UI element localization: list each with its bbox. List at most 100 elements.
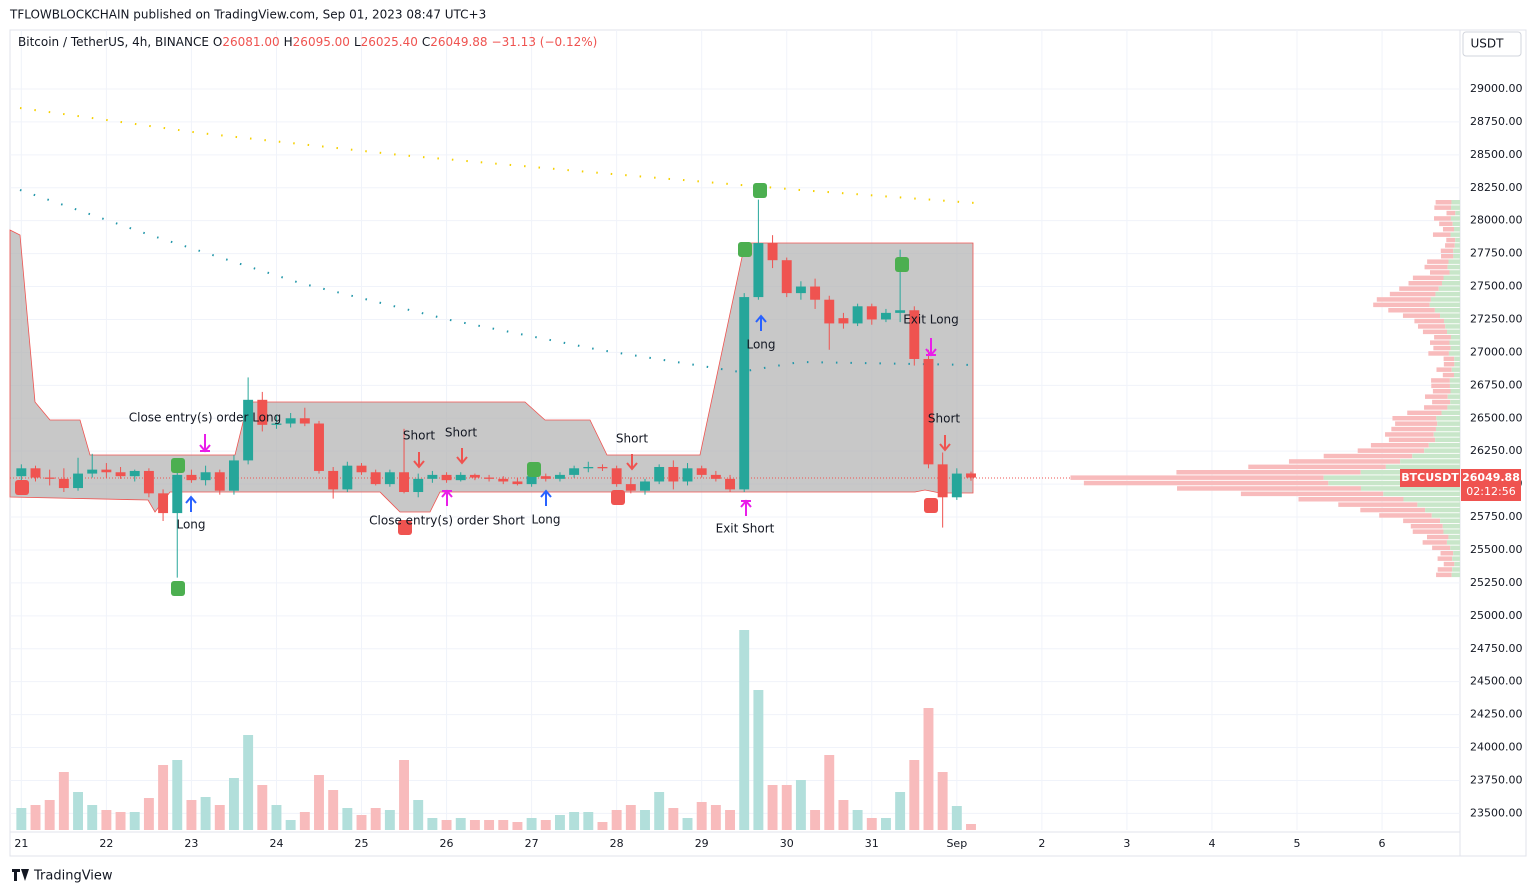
- price-tag-label: 26049.88: [1462, 471, 1520, 484]
- profile-bar: [1241, 492, 1383, 497]
- profile-bar: [1385, 432, 1434, 437]
- candle-body: [697, 468, 707, 475]
- profile-bar: [1409, 281, 1442, 286]
- profile-bar: [1447, 540, 1460, 545]
- candle-body: [881, 313, 891, 320]
- profile-bar: [1454, 227, 1460, 232]
- volume-bar: [668, 808, 678, 830]
- volume-bar: [186, 800, 196, 830]
- profile-bar: [1453, 254, 1460, 259]
- candle-body: [498, 479, 508, 482]
- profile-bar: [1445, 324, 1460, 329]
- ohlc-key: C: [422, 35, 430, 49]
- ohlc-key: O: [213, 35, 222, 49]
- x-tick-label: 28: [610, 837, 624, 850]
- profile-bar: [1444, 357, 1455, 362]
- annotation: Short: [616, 432, 648, 446]
- volume-bar: [711, 805, 721, 830]
- profile-bar: [1434, 335, 1451, 340]
- profile-bar: [1454, 357, 1460, 362]
- candle-body: [186, 475, 196, 480]
- volume-bar: [73, 792, 83, 830]
- profile-bar: [1407, 411, 1441, 416]
- y-tick-label: 29000.00: [1470, 82, 1523, 95]
- annotation: Long: [531, 513, 560, 527]
- profile-bar: [1425, 508, 1460, 513]
- volume-bar: [753, 690, 763, 830]
- profile-bar: [1444, 362, 1454, 367]
- candle-body: [286, 418, 296, 423]
- volume-bar: [796, 780, 806, 830]
- profile-bar: [1436, 573, 1452, 578]
- volume-bar: [598, 822, 608, 830]
- profile-bar: [1455, 238, 1460, 243]
- volume-bar: [555, 815, 565, 830]
- candle-body: [654, 467, 664, 481]
- profile-bar: [1455, 243, 1460, 248]
- profile-bar: [1450, 340, 1460, 345]
- profile-bar: [1413, 276, 1444, 281]
- profile-bar: [1433, 232, 1451, 237]
- profile-bar: [1447, 330, 1460, 335]
- profile-bar: [1413, 529, 1444, 534]
- volume-bar: [87, 805, 97, 830]
- profile-bar: [1388, 308, 1435, 313]
- candle-body: [753, 243, 763, 297]
- ohlc-value: 26025.40: [361, 35, 418, 49]
- profile-bar: [1450, 546, 1460, 551]
- profile-bar: [1248, 465, 1386, 470]
- ohlc-value: 26049.88: [430, 35, 487, 49]
- candle-body: [612, 468, 622, 484]
- y-tick-label: 27250.00: [1470, 312, 1523, 325]
- volume-bar: [229, 778, 239, 830]
- y-tick-label: 28500.00: [1470, 148, 1523, 161]
- profile-bar: [1403, 519, 1440, 524]
- volume-bar: [172, 760, 182, 830]
- x-tick-label: Sep: [946, 837, 967, 850]
- profile-bar: [1403, 497, 1460, 502]
- profile-bar: [1452, 556, 1460, 561]
- x-tick-label: 4: [1208, 837, 1215, 850]
- profile-bar: [1448, 394, 1460, 399]
- candle-body: [512, 481, 522, 484]
- volume-bar: [45, 800, 55, 830]
- profile-bar: [1425, 265, 1448, 270]
- profile-bar: [1447, 211, 1456, 216]
- y-tick-label: 27500.00: [1470, 280, 1523, 293]
- y-tick-label: 24500.00: [1470, 675, 1523, 688]
- annotation: Close entry(s) order Long: [129, 411, 282, 425]
- profile-bar: [1441, 249, 1453, 254]
- x-tick-label: 27: [525, 837, 539, 850]
- x-tick-label: 22: [99, 837, 113, 850]
- volume-bar: [427, 818, 437, 830]
- volume: [16, 630, 976, 830]
- x-tick-label: 6: [1379, 837, 1386, 850]
- candle-body: [31, 468, 41, 477]
- volume-bar: [31, 805, 41, 830]
- volume-bar: [569, 812, 579, 830]
- volume-bar: [782, 785, 792, 830]
- x-tick-label: 24: [269, 837, 283, 850]
- x-tick-label: 31: [865, 837, 879, 850]
- annotation: Close entry(s) order Short: [369, 514, 525, 528]
- profile-bar: [1360, 508, 1425, 513]
- volume-bar: [810, 810, 820, 830]
- candle-body: [739, 297, 749, 489]
- currency-label[interactable]: USDT: [1471, 37, 1505, 51]
- candle-body: [116, 472, 126, 476]
- profile-bar: [1442, 281, 1460, 286]
- volume-bar: [101, 810, 111, 830]
- profile-bar: [1430, 303, 1460, 308]
- candle-body: [838, 318, 848, 323]
- candle-body: [796, 287, 806, 294]
- profile-bar: [1403, 313, 1440, 318]
- profile-bar: [1084, 481, 1328, 486]
- candle-body: [314, 424, 324, 471]
- volume-bar: [286, 820, 296, 830]
- volume-bar: [328, 790, 338, 830]
- profile-bar: [1386, 465, 1460, 470]
- profile-bar: [1445, 243, 1455, 248]
- profile-bar: [1443, 529, 1460, 534]
- candle-body: [725, 479, 735, 490]
- countdown-label: 02:12:56: [1466, 485, 1515, 498]
